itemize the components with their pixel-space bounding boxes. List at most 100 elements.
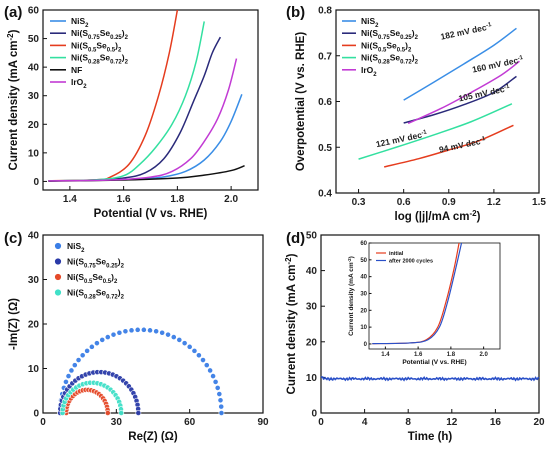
legend-entry: Ni(S0.28Se0.72)2 xyxy=(361,53,419,66)
inset-background xyxy=(369,243,500,349)
y-tick-label: 20 xyxy=(306,337,318,348)
legend-entry: Ni(S0.5Se0.5)2 xyxy=(71,40,122,53)
y-tick-label: 40 xyxy=(360,275,367,281)
y-tick-label: 50 xyxy=(360,258,367,264)
data-point xyxy=(218,403,225,410)
data-point xyxy=(217,397,224,404)
data-point xyxy=(153,328,160,335)
data-point xyxy=(159,329,166,336)
data-point xyxy=(195,352,202,359)
series-line xyxy=(358,103,513,160)
y-tick-label: 0 xyxy=(311,409,317,420)
y-tick-label: 0.8 xyxy=(318,6,332,17)
panel-b: (b) 0.3 0.6 0.9 1.2 1.5 0.4 0.5 0.6 0.7 0.8 log (|j… xyxy=(286,4,546,223)
legend-entry: Ni(S0.5Se0.5)2 xyxy=(361,40,412,53)
y-tick-label: 0 xyxy=(364,342,368,348)
data-point xyxy=(84,347,91,354)
data-point xyxy=(186,343,193,350)
y-tick-label: 10 xyxy=(306,373,318,384)
y-tick-label: 10 xyxy=(360,325,367,331)
x-tick-label: 2.0 xyxy=(479,352,488,358)
data-point xyxy=(71,362,78,369)
y-tick-label: 0.6 xyxy=(318,97,332,108)
x-tick-label: 16 xyxy=(490,417,502,428)
data-point xyxy=(68,367,75,374)
x-tick-label: 1.2 xyxy=(487,197,501,208)
x-tick-label: 20 xyxy=(533,417,545,428)
slope-annotation: 160 mV dec-1 xyxy=(471,54,525,75)
y-tick-label: 50 xyxy=(306,231,318,242)
legend-marker xyxy=(54,273,62,281)
legend-entry: NiS2 xyxy=(361,16,379,29)
inset-legend-entry: after 2000 cycles xyxy=(389,259,433,265)
y-tick-label: 30 xyxy=(306,302,318,313)
panel-label: (b) xyxy=(286,4,305,21)
x-tick-label: 1.8 xyxy=(447,352,456,358)
plot-frame xyxy=(42,9,259,191)
legend-entry: Ni(S0.75Se0.25)2 xyxy=(361,28,419,41)
y-tick-label: 0.5 xyxy=(318,143,332,154)
data-point xyxy=(165,331,171,338)
y-tick-label: 40 xyxy=(306,266,318,277)
x-tick-label: 1.4 xyxy=(63,194,77,205)
x-tick-label: 0.6 xyxy=(397,197,411,208)
y-tick-label: 0.4 xyxy=(318,189,332,200)
data-point xyxy=(135,410,142,416)
plot-frame xyxy=(368,242,501,350)
legend-entry: IrO2 xyxy=(361,65,377,78)
x-tick-label: 1.4 xyxy=(381,352,390,358)
legend-entry: Ni(S0.5Se0.5)2 xyxy=(67,272,118,285)
legend-marker xyxy=(54,242,62,250)
data-point xyxy=(140,326,147,333)
slope-annotation: 182 mV dec-1 xyxy=(440,21,494,42)
series-line xyxy=(48,58,238,182)
data-point xyxy=(75,357,82,363)
legend-entry: NF xyxy=(71,65,82,75)
x-tick-label: 60 xyxy=(184,417,196,428)
inset-legend-entry: initial xyxy=(389,251,404,257)
series-line xyxy=(48,21,205,182)
x-axis-label: log (|j|/mA cm-2) xyxy=(395,209,481,224)
x-tick-label: 90 xyxy=(257,417,269,428)
y-axis-label: Current density (mA cm-2) xyxy=(6,29,21,170)
data-point xyxy=(147,327,153,334)
y-tick-label: 10 xyxy=(28,148,40,159)
y-tick-label: 20 xyxy=(360,308,367,314)
data-point xyxy=(88,343,95,350)
y-axis-label: Current density (mA cm-2) xyxy=(284,253,299,394)
legend-entry: NiS2 xyxy=(71,16,89,29)
inset-series-line xyxy=(372,243,463,345)
x-tick-label: 8 xyxy=(405,417,411,428)
data-point xyxy=(176,336,183,343)
panel-label: (d) xyxy=(286,230,305,247)
x-axis-label: Re(Z) (Ω) xyxy=(128,431,178,443)
y-axis-label: Overpotential (V vs. RHE) xyxy=(295,32,307,171)
legend-marker xyxy=(54,257,62,266)
series-line xyxy=(403,27,517,101)
data-point xyxy=(110,331,117,338)
series-line xyxy=(407,60,520,125)
data-point xyxy=(128,327,135,334)
x-tick-label: 2.0 xyxy=(224,194,238,205)
data-point xyxy=(122,328,129,335)
series-line xyxy=(383,124,514,168)
panel-c: (c) 0 30 60 90 0 10 20 30 40 Re(Z) (Ω) -Im(Z) (Ω) Ni… xyxy=(4,230,269,443)
series-line xyxy=(320,376,540,382)
data-point xyxy=(104,334,111,340)
data-point xyxy=(65,373,72,379)
x-tick-label: 0 xyxy=(40,417,46,428)
data-point xyxy=(181,340,188,347)
y-tick-label: 30 xyxy=(28,91,40,102)
data-point xyxy=(104,410,111,416)
data-point xyxy=(212,378,219,385)
x-tick-label: 30 xyxy=(111,417,123,428)
data-point xyxy=(118,410,125,416)
y-tick-label: 0 xyxy=(33,177,39,188)
data-point xyxy=(210,373,216,379)
legend-entry: IrO2 xyxy=(71,77,87,90)
panel-d: (d) 0 4 8 12 16 20 0 10 20 30 40 50 Time (h) Current d… xyxy=(284,230,545,443)
y-tick-label: 20 xyxy=(28,320,40,331)
data-point xyxy=(170,334,177,340)
x-tick-label: 1.6 xyxy=(117,194,131,205)
y-tick-label: 60 xyxy=(28,6,40,17)
